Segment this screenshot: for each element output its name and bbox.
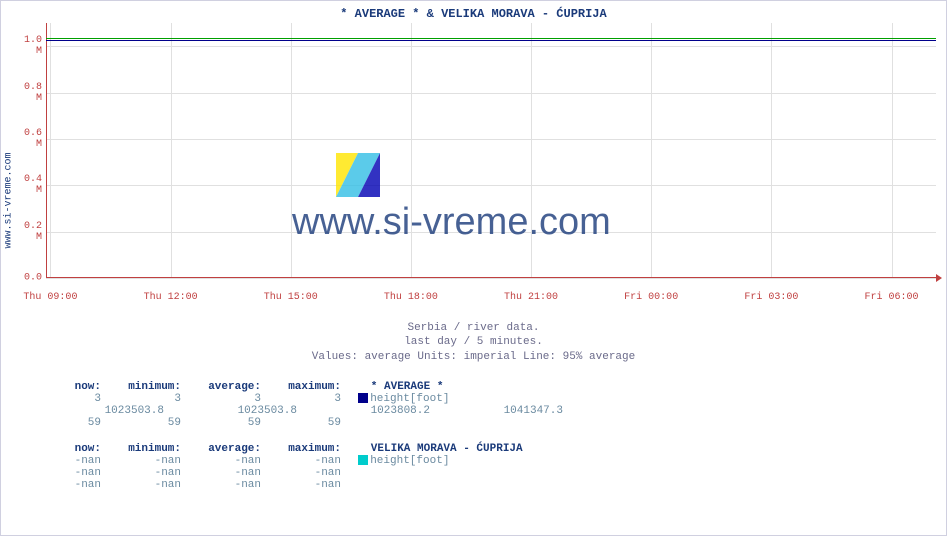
footer-line-2: last day / 5 minutes. <box>1 335 946 349</box>
pct95-line <box>46 38 936 39</box>
cell: 1041347.3 <box>430 405 563 417</box>
chart-area: www.si-vreme.com 0.00.2 M0.4 M0.6 M0.8 M… <box>46 23 936 301</box>
grid-line-h <box>46 93 936 94</box>
table-row: -nan-nan-nan-nan <box>31 467 563 479</box>
cell-avg: 59 <box>181 417 261 429</box>
y-tick-label: 0.2 M <box>16 221 42 243</box>
col-now: now: <box>31 381 101 393</box>
y-axis-label: www.si-vreme.com <box>4 141 15 261</box>
cell-now: -nan <box>31 455 101 467</box>
x-tick-label: Thu 09:00 <box>23 292 77 303</box>
cell-max: -nan <box>261 479 341 491</box>
cell-min: 3 <box>101 393 181 405</box>
grid-line-v <box>892 23 893 278</box>
col-avg: average: <box>181 381 261 393</box>
cell-max: -nan <box>261 455 341 467</box>
grid-line-v <box>291 23 292 278</box>
cell: 1023503.8 <box>31 405 164 417</box>
grid-line-v <box>50 23 51 278</box>
table-row: -nan-nan-nan-nan height[foot] <box>31 455 563 467</box>
x-tick-label: Thu 18:00 <box>384 292 438 303</box>
cell-avg: -nan <box>181 455 261 467</box>
grid-line-h <box>46 139 936 140</box>
cell-max: -nan <box>261 467 341 479</box>
y-ticks: 0.00.2 M0.4 M0.6 M0.8 M1.0 M <box>16 23 44 278</box>
x-axis <box>46 277 936 278</box>
cell-max: 3 <box>261 393 341 405</box>
col-min: minimum: <box>101 443 181 455</box>
cell-avg: -nan <box>181 479 261 491</box>
cell-min: 59 <box>101 417 181 429</box>
x-tick-label: Fri 06:00 <box>864 292 918 303</box>
x-tick-label: Thu 12:00 <box>144 292 198 303</box>
table-row: -nan-nan-nan-nan <box>31 479 563 491</box>
grid-line-h <box>46 232 936 233</box>
grid-line-h <box>46 278 936 279</box>
grid-line-v <box>771 23 772 278</box>
watermark-logo <box>336 153 380 197</box>
table-row: 1023503.81023503.81023808.21041347.3 <box>31 405 563 417</box>
y-tick-label: 1.0 M <box>16 35 42 57</box>
plot-region: www.si-vreme.com 0.00.2 M0.4 M0.6 M0.8 M… <box>46 23 936 278</box>
y-tick-label: 0.8 M <box>16 82 42 104</box>
cell-max: 59 <box>261 417 341 429</box>
cell-avg: -nan <box>181 467 261 479</box>
chart-title: * AVERAGE * & VELIKA MORAVA - ĆUPRIJA <box>1 1 946 21</box>
watermark: www.si-vreme.com <box>46 23 936 278</box>
footer-line-3: Values: average Units: imperial Line: 95… <box>1 350 946 364</box>
cell: 1023503.8 <box>164 405 297 417</box>
series-name: VELIKA MORAVA - ĆUPRIJA <box>347 443 523 455</box>
y-tick-label: 0.4 M <box>16 174 42 196</box>
cell: 1023808.2 <box>297 405 430 417</box>
cell-now: 59 <box>31 417 101 429</box>
table-header-row: now:minimum:average:maximum: * AVERAGE * <box>31 381 563 393</box>
y-axis-label-container: www.si-vreme.com <box>3 141 15 261</box>
cell-min: -nan <box>101 479 181 491</box>
x-tick-label: Fri 03:00 <box>744 292 798 303</box>
col-min: minimum: <box>101 381 181 393</box>
footer-line-1: Serbia / river data. <box>1 321 946 335</box>
grid-line-v <box>651 23 652 278</box>
table-row: 59595959 <box>31 417 563 429</box>
col-max: maximum: <box>261 381 341 393</box>
col-avg: average: <box>181 443 261 455</box>
watermark-text: www.si-vreme.com <box>292 201 611 244</box>
cell-now: 3 <box>31 393 101 405</box>
col-now: now: <box>31 443 101 455</box>
y-axis <box>46 23 47 278</box>
cell-min: -nan <box>101 455 181 467</box>
y-tick-label: 0.6 M <box>16 128 42 150</box>
series-line <box>46 40 936 41</box>
cell-min: -nan <box>101 467 181 479</box>
cell-now: -nan <box>31 467 101 479</box>
y-tick-label: 0.0 <box>24 273 42 284</box>
grid-line-h <box>46 185 936 186</box>
x-tick-label: Thu 21:00 <box>504 292 558 303</box>
grid-line-v <box>531 23 532 278</box>
col-max: maximum: <box>261 443 341 455</box>
grid-line-v <box>411 23 412 278</box>
legend-swatch <box>358 455 368 465</box>
cell-now: -nan <box>31 479 101 491</box>
series-name: * AVERAGE * <box>347 381 443 393</box>
legend-swatch <box>358 393 368 403</box>
grid-line-h <box>46 46 936 47</box>
grid-line-v <box>171 23 172 278</box>
table-row: 3333 height[foot] <box>31 393 563 405</box>
stats-tables: now:minimum:average:maximum: * AVERAGE *… <box>31 381 563 491</box>
x-tick-label: Thu 15:00 <box>264 292 318 303</box>
metric-label: height[foot] <box>341 393 449 405</box>
x-tick-label: Fri 00:00 <box>624 292 678 303</box>
table-header-row: now:minimum:average:maximum: VELIKA MORA… <box>31 443 563 455</box>
metric-label: height[foot] <box>341 455 449 467</box>
cell-avg: 3 <box>181 393 261 405</box>
chart-footer-text: Serbia / river data. last day / 5 minute… <box>1 321 946 364</box>
